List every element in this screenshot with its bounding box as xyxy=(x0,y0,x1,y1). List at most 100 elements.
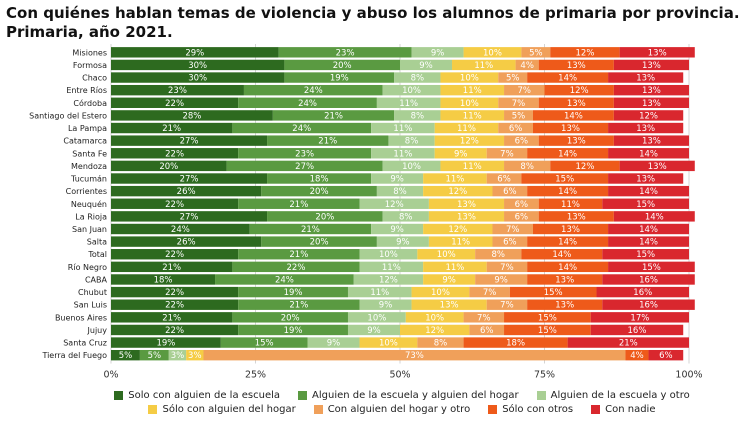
bar-segment xyxy=(111,299,239,310)
data-label: 8% xyxy=(492,250,506,260)
bar-segment xyxy=(504,160,551,172)
data-label: 22% xyxy=(165,301,184,311)
bar-segment xyxy=(272,110,395,121)
bar-segment xyxy=(532,223,609,235)
bar-segment xyxy=(111,274,216,285)
bar-segment xyxy=(220,337,308,348)
data-label: 15% xyxy=(544,288,563,298)
category-label: Santa Fe xyxy=(72,149,107,158)
bar-segment xyxy=(648,349,684,361)
bar-segment xyxy=(538,97,614,108)
data-label: 12% xyxy=(576,48,595,58)
bar-segment xyxy=(440,84,505,96)
category-label: Santa Cruz xyxy=(63,339,107,348)
bar-segment xyxy=(238,299,360,310)
data-label: 13% xyxy=(561,225,580,235)
bar-segment xyxy=(590,324,684,336)
data-label: 11% xyxy=(445,175,464,185)
data-label: 11% xyxy=(393,149,412,159)
data-label: 9% xyxy=(442,275,456,285)
bar-segment xyxy=(486,148,528,159)
bar-segment xyxy=(423,185,493,197)
data-label: 24% xyxy=(292,124,311,134)
bar-segment xyxy=(111,97,239,108)
bar-segment xyxy=(538,135,614,146)
data-label: 18% xyxy=(310,175,329,185)
chart-title: Con quiénes hablan temas de violencia y … xyxy=(6,4,740,41)
bar-segment xyxy=(111,110,273,121)
data-label: 22% xyxy=(165,288,184,298)
data-label: 13% xyxy=(567,137,586,147)
legend-item: Solo con alguien de la escuela xyxy=(114,390,280,401)
legend-label: Con nadie xyxy=(605,404,656,415)
data-label: 20% xyxy=(310,187,329,197)
legend-swatch xyxy=(298,391,308,400)
bar-segment xyxy=(111,236,262,247)
bar-segment xyxy=(347,286,412,298)
bar-segment xyxy=(382,160,441,172)
bar-segment xyxy=(463,312,505,323)
legend-item: Sólo con alguien del hogar xyxy=(148,404,296,415)
legend-swatch xyxy=(488,405,498,414)
category-label: Buenos Aires xyxy=(55,313,107,322)
data-label: 21% xyxy=(301,225,320,235)
bar-segment xyxy=(550,47,620,58)
data-label: 13% xyxy=(636,124,655,134)
data-label: 6% xyxy=(515,200,529,210)
bar-segment xyxy=(608,173,684,184)
data-label: 18% xyxy=(506,339,525,349)
data-label: 20% xyxy=(281,313,300,323)
data-label: 19% xyxy=(284,288,303,298)
category-label: Entre Ríos xyxy=(66,86,107,95)
legend-swatch xyxy=(148,405,158,414)
data-label: 10% xyxy=(367,313,386,323)
legend-label: Sólo con alguien del hogar xyxy=(162,404,296,415)
bar-segment xyxy=(608,185,689,197)
data-label: 14% xyxy=(558,263,577,273)
bar-segment xyxy=(434,148,487,159)
data-label: 20% xyxy=(315,212,334,222)
category-label: Río Negro xyxy=(68,263,107,272)
legend-label: Con alguien del hogar y otro xyxy=(327,404,471,415)
legend-item: Alguien de la escuela y alguien del hoga… xyxy=(298,390,519,401)
data-label: 13% xyxy=(648,162,667,172)
legend-label: Sólo con otros xyxy=(502,404,574,415)
bar-segment xyxy=(226,160,383,172)
bar-segment xyxy=(596,286,689,298)
bar-segment xyxy=(486,299,528,310)
bar-segment xyxy=(504,211,539,222)
data-label: 11% xyxy=(399,99,418,109)
bar-segment xyxy=(111,337,221,348)
bar-segment xyxy=(111,72,285,83)
bar-segment xyxy=(307,337,360,348)
bar-segment xyxy=(371,148,435,159)
data-label: 3% xyxy=(171,351,185,361)
bar-segment xyxy=(347,312,406,323)
bar-segment xyxy=(423,173,487,184)
category-label: San Luis xyxy=(74,301,107,310)
data-label: 10% xyxy=(460,74,479,84)
bar-segment xyxy=(521,173,609,184)
bar-segment xyxy=(238,148,372,159)
bar-segment xyxy=(434,122,499,134)
bar-segment xyxy=(538,211,614,222)
bar-segment xyxy=(613,135,689,146)
data-label: 8% xyxy=(411,111,425,121)
bar-segment xyxy=(411,47,464,58)
data-label: 21% xyxy=(162,124,181,134)
bar-segment xyxy=(238,97,377,108)
bar-segment xyxy=(238,198,360,209)
data-label: 20% xyxy=(159,162,178,172)
data-label: 9% xyxy=(367,326,381,336)
data-label: 8% xyxy=(434,339,448,349)
bar-segment xyxy=(359,249,418,260)
category-label: Chaco xyxy=(82,74,107,83)
bar-segment xyxy=(284,72,395,83)
bar-segment xyxy=(608,122,684,134)
bar-segment xyxy=(532,110,614,121)
data-label: 22% xyxy=(165,200,184,210)
bar-segment xyxy=(417,249,476,260)
bar-segment xyxy=(400,59,453,71)
bar-segment xyxy=(504,84,545,96)
